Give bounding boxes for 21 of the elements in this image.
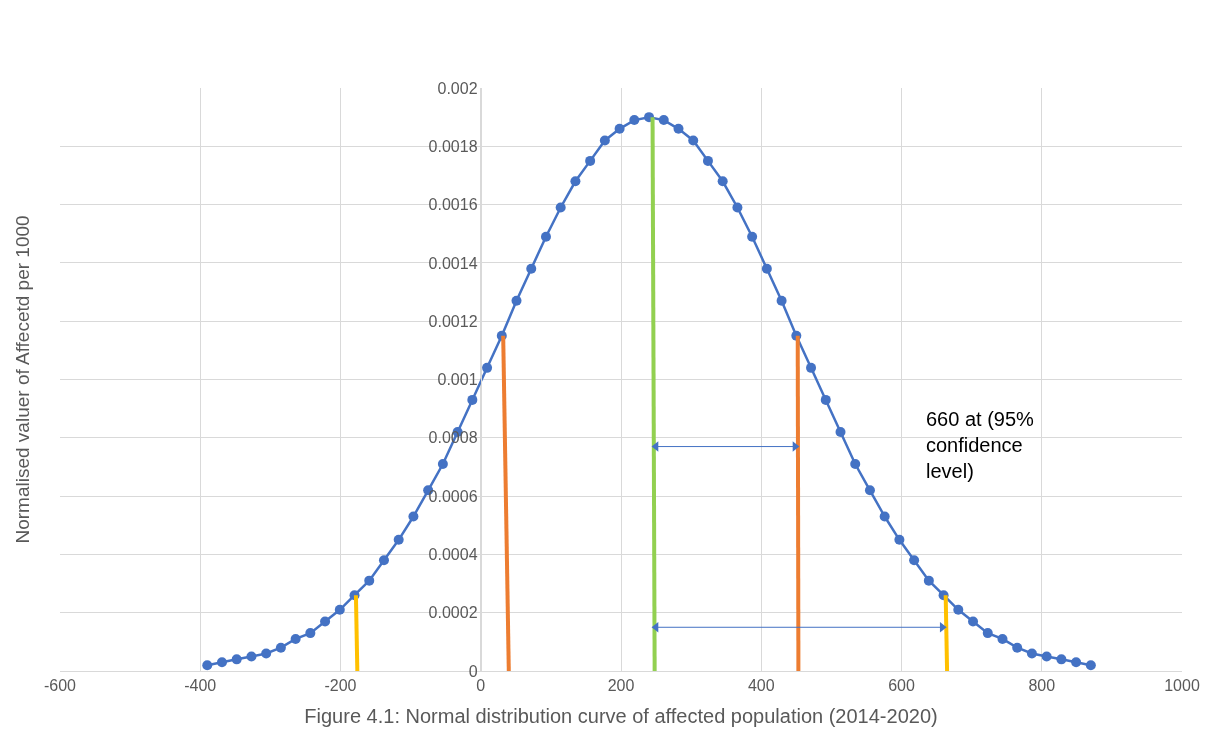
y-tick-label: 0.0016: [428, 196, 478, 214]
annotation: 660 at (95% confidence level): [926, 408, 1035, 482]
y-axis-title: Normalised valuer of Affecetd per 1000: [11, 215, 33, 544]
y-tick-label: 0.0006: [428, 487, 478, 505]
x-tick-label: -600: [43, 677, 77, 695]
y-tick-label: 0.001: [437, 371, 478, 389]
y-tick-label: 0.0018: [428, 137, 478, 155]
y-tick-label: 0.0004: [428, 546, 478, 563]
x-tick-label: 1000: [1164, 677, 1200, 695]
x-tick-label: 200: [607, 677, 635, 695]
y-tick-label: 0: [468, 662, 478, 680]
y-tick-label: 0.0014: [428, 254, 478, 272]
x-axis-title: Figure 4.1: Normal distribution curve of affected population (2014-2020): [304, 704, 938, 727]
y-tick-label: 0.0012: [428, 312, 478, 330]
x-tick-label: 600: [888, 677, 915, 695]
y-tick-label: 0.0002: [428, 604, 478, 622]
x-tick-label: 400: [747, 677, 775, 695]
x-tick-label: -200: [324, 677, 357, 695]
y-tick-label: 0.002: [437, 79, 478, 97]
x-tick-label: -400: [184, 677, 217, 695]
x-tick-label: 800: [1028, 677, 1056, 695]
